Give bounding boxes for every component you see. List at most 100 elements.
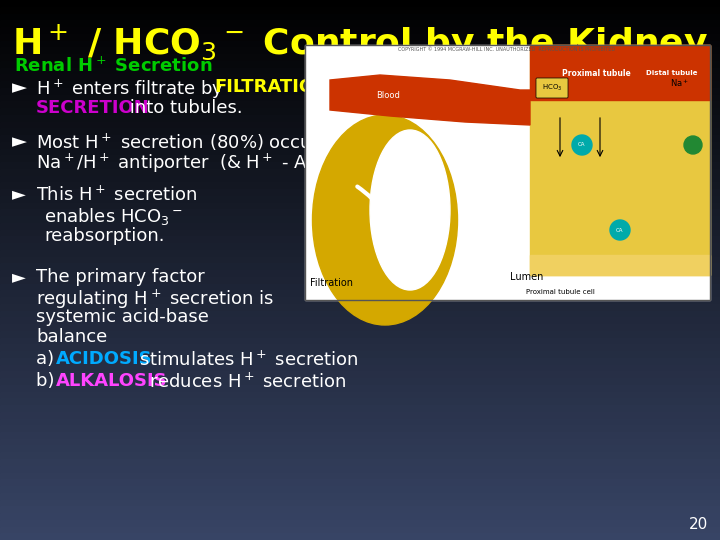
Bar: [0, 115, 720, 122]
Bar: [0, 519, 720, 526]
Text: Renal H$^+$ Secretion: Renal H$^+$ Secretion: [14, 56, 212, 75]
Text: via: via: [453, 132, 480, 150]
Text: ►: ►: [12, 132, 27, 151]
Bar: [0, 40, 720, 47]
Bar: [0, 465, 720, 472]
Bar: [0, 189, 720, 195]
Text: balance: balance: [36, 328, 107, 346]
Bar: [0, 249, 720, 256]
Text: stimulates H$^+$ secretion: stimulates H$^+$ secretion: [134, 350, 359, 369]
Bar: [530, 255, 710, 275]
Ellipse shape: [312, 115, 457, 325]
Text: Distal tubule: Distal tubule: [647, 70, 698, 76]
Bar: [0, 108, 720, 115]
Text: H$^+$ enters filtrate by: H$^+$ enters filtrate by: [36, 78, 224, 102]
Bar: [0, 345, 720, 351]
Bar: [0, 176, 720, 183]
Bar: [0, 392, 720, 399]
Bar: [0, 141, 720, 149]
Bar: [0, 492, 720, 500]
Text: regulating H$^+$ secretion is: regulating H$^+$ secretion is: [36, 288, 274, 311]
Circle shape: [572, 135, 592, 155]
Bar: [0, 0, 720, 6]
Text: FILTRATION: FILTRATION: [214, 78, 329, 96]
Bar: [0, 399, 720, 405]
Ellipse shape: [370, 130, 450, 290]
Text: ►: ►: [12, 78, 27, 97]
Circle shape: [610, 220, 630, 240]
Bar: [0, 87, 720, 94]
Text: CA: CA: [616, 227, 624, 233]
Text: Blood: Blood: [376, 91, 400, 99]
Bar: [0, 384, 720, 391]
Bar: [0, 243, 720, 249]
Bar: [530, 45, 710, 100]
Bar: [0, 122, 720, 128]
Bar: [0, 405, 720, 411]
Bar: [0, 357, 720, 364]
Bar: [0, 135, 720, 141]
Bar: [0, 453, 720, 459]
Text: SECRETION: SECRETION: [36, 99, 150, 117]
Bar: [0, 14, 720, 20]
Text: reabsorption.: reabsorption.: [44, 227, 164, 245]
Text: Lumen: Lumen: [510, 272, 544, 282]
Bar: [0, 237, 720, 243]
Text: a): a): [36, 350, 60, 368]
Bar: [0, 507, 720, 513]
Bar: [0, 459, 720, 465]
Text: ACIDOSIS: ACIDOSIS: [56, 350, 153, 368]
Bar: [0, 472, 720, 480]
Bar: [0, 534, 720, 540]
Bar: [0, 230, 720, 237]
Bar: [0, 209, 720, 216]
Text: reduces H$^+$ secretion: reduces H$^+$ secretion: [144, 372, 346, 391]
Bar: [0, 54, 720, 60]
Bar: [0, 74, 720, 81]
Bar: [0, 324, 720, 330]
Text: Proximal tubule: Proximal tubule: [562, 69, 631, 78]
Bar: [0, 6, 720, 14]
Bar: [0, 446, 720, 453]
Bar: [0, 27, 720, 33]
Bar: [0, 195, 720, 202]
Bar: [0, 526, 720, 534]
Bar: [0, 168, 720, 176]
Text: 20: 20: [689, 517, 708, 532]
Bar: [0, 378, 720, 384]
Text: This H$^+$ secretion: This H$^+$ secretion: [36, 185, 198, 204]
Bar: [0, 351, 720, 357]
Text: COPYRIGHT © 1994 MCGRAW-HILL INC. UNAUTHORIZED  REPRODUCTION IS PROHIBITED: COPYRIGHT © 1994 MCGRAW-HILL INC. UNAUTH…: [398, 47, 616, 52]
Text: CA: CA: [578, 143, 586, 147]
Bar: [305, 45, 710, 300]
FancyBboxPatch shape: [536, 78, 568, 98]
Text: The primary factor: The primary factor: [36, 268, 204, 286]
Bar: [0, 338, 720, 345]
Bar: [0, 432, 720, 438]
Bar: [0, 20, 720, 27]
Bar: [0, 81, 720, 87]
Bar: [0, 500, 720, 507]
Bar: [0, 102, 720, 108]
Bar: [0, 148, 720, 156]
Bar: [0, 372, 720, 378]
Bar: [0, 303, 720, 310]
Bar: [0, 156, 720, 162]
Text: through glomeruli and: through glomeruli and: [307, 78, 514, 96]
Text: ALKALOSIS: ALKALOSIS: [56, 372, 168, 390]
Circle shape: [684, 136, 702, 154]
Bar: [0, 68, 720, 74]
Bar: [0, 183, 720, 189]
Bar: [0, 317, 720, 324]
Bar: [0, 310, 720, 317]
Text: b): b): [36, 372, 60, 390]
Bar: [305, 45, 710, 300]
Bar: [0, 291, 720, 297]
Text: Filtration: Filtration: [310, 278, 353, 288]
Bar: [0, 330, 720, 338]
Bar: [0, 284, 720, 291]
Text: ►: ►: [12, 268, 26, 286]
Bar: [0, 276, 720, 284]
Bar: [0, 426, 720, 432]
Bar: [0, 256, 720, 263]
